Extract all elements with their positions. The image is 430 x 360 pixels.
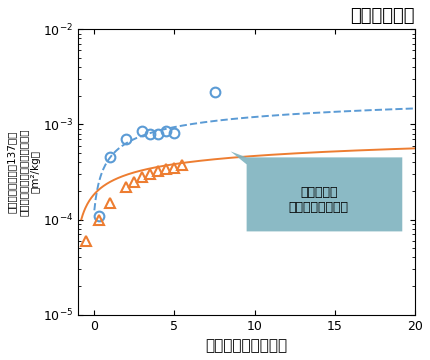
Text: コナラの木材: コナラの木材 [350,7,415,25]
Text: 増加傾向が
継続して緩やかに: 増加傾向が 継続して緩やかに [289,186,349,214]
X-axis label: 事故後の年数（年）: 事故後の年数（年） [206,338,288,353]
Y-axis label: 木材中のセシウム137濃度
（沈着量で割ることで基準化）
（m²/kg）: 木材中のセシウム137濃度 （沈着量で割ることで基準化） （m²/kg） [7,128,40,216]
Polygon shape [230,152,402,231]
